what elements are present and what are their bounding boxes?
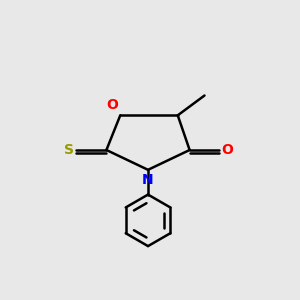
Text: O: O bbox=[221, 143, 233, 157]
Text: S: S bbox=[64, 143, 74, 157]
Text: N: N bbox=[142, 173, 154, 187]
Text: O: O bbox=[106, 98, 118, 112]
